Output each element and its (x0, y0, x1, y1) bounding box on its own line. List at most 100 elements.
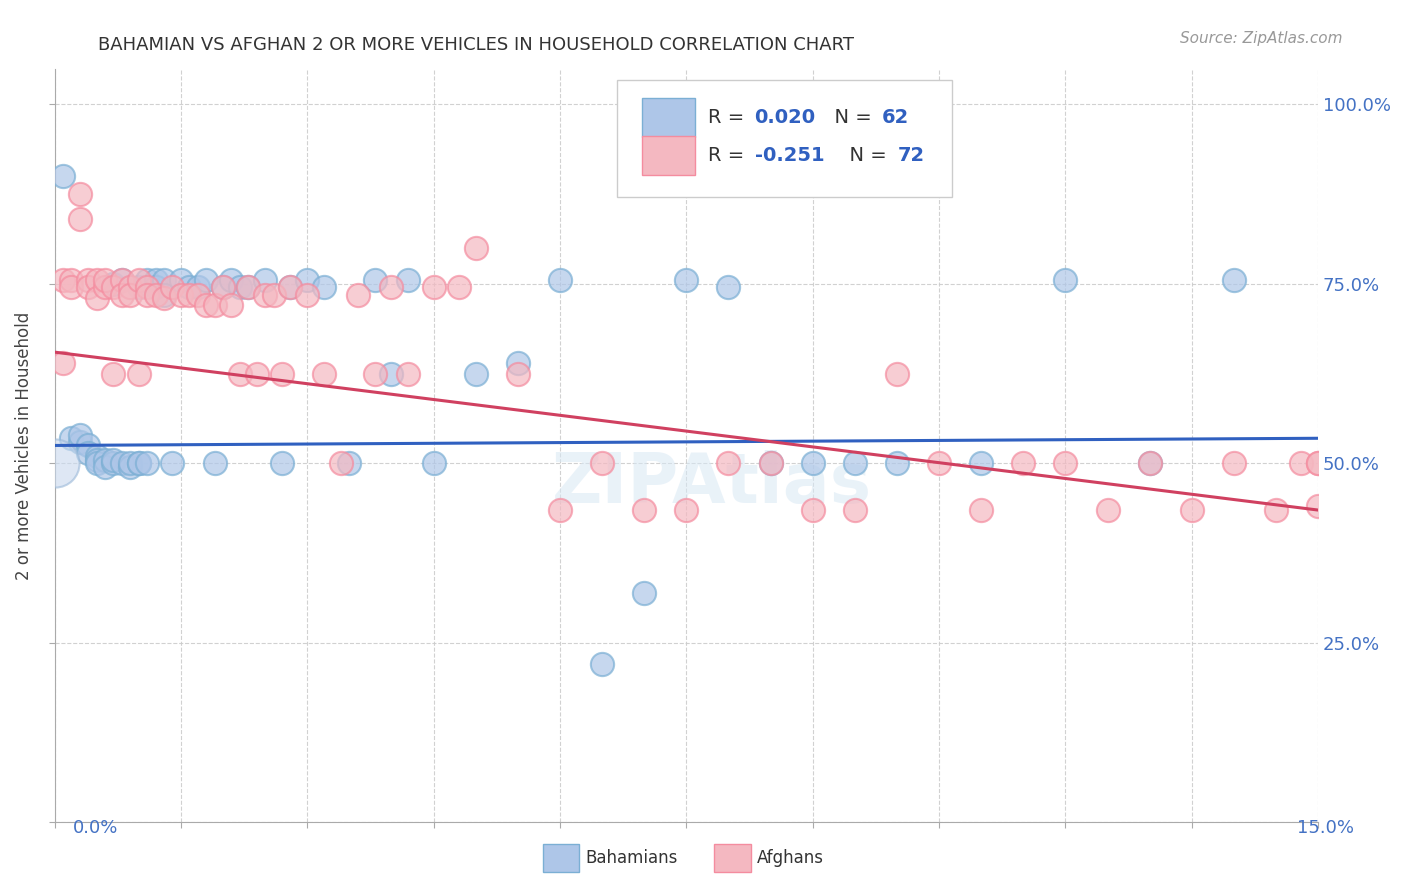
Point (363, 273, 385, 287)
Point (591, 457, 613, 471)
Point (145, 280, 167, 294)
Point (170, 273, 193, 287)
Point (136, 287, 159, 301)
Point (60, 280, 83, 294)
Point (52, 169, 75, 184)
Point (60, 273, 83, 287)
Point (254, 287, 277, 301)
Point (86, 457, 108, 471)
Point (69, 187, 91, 202)
Point (103, 457, 125, 471)
Point (801, 503, 824, 517)
Point (717, 457, 740, 471)
Point (229, 280, 252, 294)
Point (464, 241, 486, 255)
Point (363, 367, 385, 381)
Point (263, 287, 285, 301)
Point (52, 273, 75, 287)
Point (886, 457, 908, 471)
FancyBboxPatch shape (617, 79, 952, 196)
Point (145, 287, 167, 301)
Point (103, 280, 125, 294)
Point (1291, 457, 1313, 471)
Point (1181, 503, 1204, 517)
Point (254, 273, 277, 287)
Point (44, 457, 66, 471)
Point (271, 367, 294, 381)
Point (153, 291, 176, 305)
Point (128, 457, 150, 471)
Point (204, 298, 226, 312)
Point (548, 273, 571, 287)
Text: N =: N = (821, 108, 877, 127)
Text: R =: R = (707, 145, 751, 165)
Point (86, 449, 108, 463)
FancyBboxPatch shape (643, 98, 695, 137)
Point (1054, 273, 1077, 287)
Point (162, 457, 184, 471)
Point (759, 457, 782, 471)
Text: Afghans: Afghans (756, 849, 824, 867)
Point (1139, 457, 1161, 471)
Point (970, 457, 993, 471)
Point (136, 280, 159, 294)
Point (128, 457, 150, 471)
Y-axis label: 2 or more Vehicles in Household: 2 or more Vehicles in Household (15, 311, 32, 580)
Point (221, 298, 243, 312)
Point (136, 457, 159, 471)
Point (297, 273, 319, 287)
Point (1308, 457, 1330, 471)
Point (1308, 500, 1330, 514)
Point (221, 273, 243, 287)
Point (128, 367, 150, 381)
Point (94, 452, 117, 467)
Point (86, 291, 108, 305)
Point (844, 457, 866, 471)
Point (170, 287, 193, 301)
Point (314, 367, 336, 381)
Point (77, 280, 100, 294)
Point (136, 273, 159, 287)
Point (633, 585, 655, 599)
Text: -0.251: -0.251 (755, 145, 824, 165)
Point (1012, 457, 1035, 471)
Point (591, 657, 613, 672)
Point (314, 280, 336, 294)
Text: BAHAMIAN VS AFGHAN 2 OR MORE VEHICLES IN HOUSEHOLD CORRELATION CHART: BAHAMIAN VS AFGHAN 2 OR MORE VEHICLES IN… (98, 36, 855, 54)
Point (1223, 273, 1246, 287)
Point (422, 280, 444, 294)
Point (1097, 503, 1119, 517)
Point (447, 280, 470, 294)
Point (396, 367, 419, 381)
Point (548, 503, 571, 517)
Point (380, 367, 402, 381)
Point (162, 280, 184, 294)
Text: N =: N = (837, 145, 893, 165)
Text: Source: ZipAtlas.com: Source: ZipAtlas.com (1180, 31, 1343, 46)
Point (204, 457, 226, 471)
Point (69, 427, 91, 442)
Point (111, 287, 134, 301)
Text: 0.020: 0.020 (755, 108, 815, 127)
Point (179, 287, 201, 301)
Text: 0.0%: 0.0% (73, 819, 118, 837)
Point (69, 212, 91, 227)
Point (396, 273, 419, 287)
Point (120, 460, 142, 475)
Point (1265, 503, 1288, 517)
Point (464, 367, 486, 381)
Point (346, 287, 368, 301)
Point (297, 287, 319, 301)
Point (120, 287, 142, 301)
Point (77, 445, 100, 459)
Point (337, 457, 360, 471)
Point (153, 287, 176, 301)
Point (77, 273, 100, 287)
Point (928, 457, 950, 471)
Point (422, 457, 444, 471)
Point (187, 287, 209, 301)
Point (103, 452, 125, 467)
Point (1139, 457, 1161, 471)
Point (94, 460, 117, 475)
Point (120, 457, 142, 471)
